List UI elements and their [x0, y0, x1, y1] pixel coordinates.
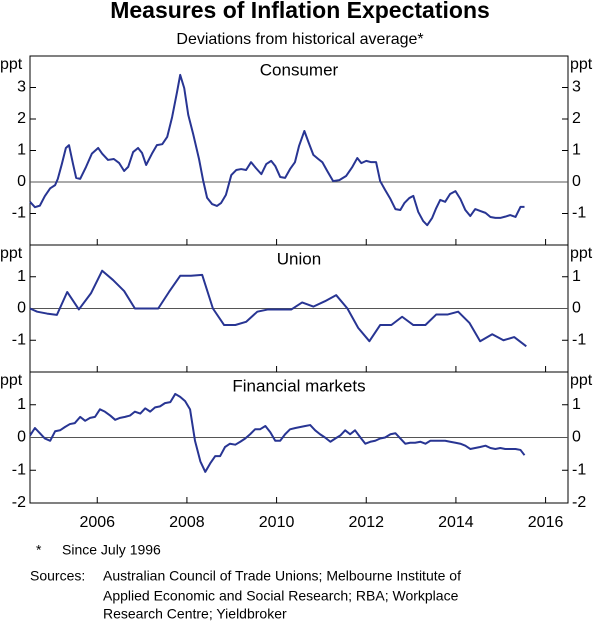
footnote-text: Since July 1996	[62, 542, 161, 558]
y-tick-label: 0	[572, 300, 581, 317]
y-tick-label: 1	[572, 396, 581, 413]
y-axis-label: ppt	[570, 245, 593, 262]
y-axis-label: ppt	[0, 372, 23, 389]
panel-title: Union	[277, 249, 321, 268]
y-tick-label: 3	[572, 79, 581, 96]
y-tick-label: -1	[12, 205, 26, 222]
y-tick-label: 0	[17, 429, 26, 446]
y-tick-label: 0	[17, 300, 26, 317]
y-axis-label: ppt	[0, 56, 23, 73]
series-line	[29, 269, 527, 348]
y-tick-label: 2	[17, 110, 26, 127]
chart-title: Measures of Inflation Expectations	[110, 0, 490, 23]
series-line	[29, 73, 525, 227]
y-tick-label: -2	[572, 494, 586, 511]
footnote-symbol: *	[36, 542, 42, 558]
sources-label: Sources:	[30, 568, 85, 584]
y-tick-label: 0	[572, 429, 581, 446]
x-tick-label: 2008	[169, 514, 205, 531]
y-tick-label: 3	[17, 79, 26, 96]
y-tick-label: -1	[572, 331, 586, 348]
y-tick-label: -1	[12, 331, 26, 348]
sources-line: Applied Economic and Social Research; RB…	[103, 588, 459, 604]
y-tick-label: -1	[572, 461, 586, 478]
panel-title: Consumer	[260, 60, 339, 79]
y-tick-label: -1	[12, 461, 26, 478]
y-tick-label: -2	[12, 494, 26, 511]
x-tick-label: 2010	[259, 514, 295, 531]
series-line	[29, 392, 526, 473]
sources-line: Australian Council of Trade Unions; Melb…	[103, 568, 461, 584]
y-tick-label: 0	[17, 173, 26, 190]
x-tick-label: 2016	[528, 514, 564, 531]
sources-line: Research Centre; Yieldbroker	[103, 606, 287, 622]
panel-frame	[29, 55, 569, 246]
y-tick-label: 1	[17, 268, 26, 285]
y-tick-label: 0	[572, 173, 581, 190]
y-tick-label: 2	[572, 110, 581, 127]
x-tick-label: 2006	[79, 514, 115, 531]
y-axis-label: ppt	[570, 56, 593, 73]
chart-subtitle: Deviations from historical average*	[176, 31, 423, 48]
y-tick-label: 1	[572, 142, 581, 159]
y-tick-label: 1	[572, 268, 581, 285]
y-axis-label: ppt	[0, 245, 23, 262]
y-tick-label: -1	[572, 205, 586, 222]
x-tick-label: 2012	[348, 514, 384, 531]
y-axis-label: ppt	[570, 372, 593, 389]
x-tick-label: 2014	[438, 514, 474, 531]
panel-title: Financial markets	[232, 376, 365, 395]
y-tick-label: 1	[17, 142, 26, 159]
y-tick-label: 1	[17, 396, 26, 413]
